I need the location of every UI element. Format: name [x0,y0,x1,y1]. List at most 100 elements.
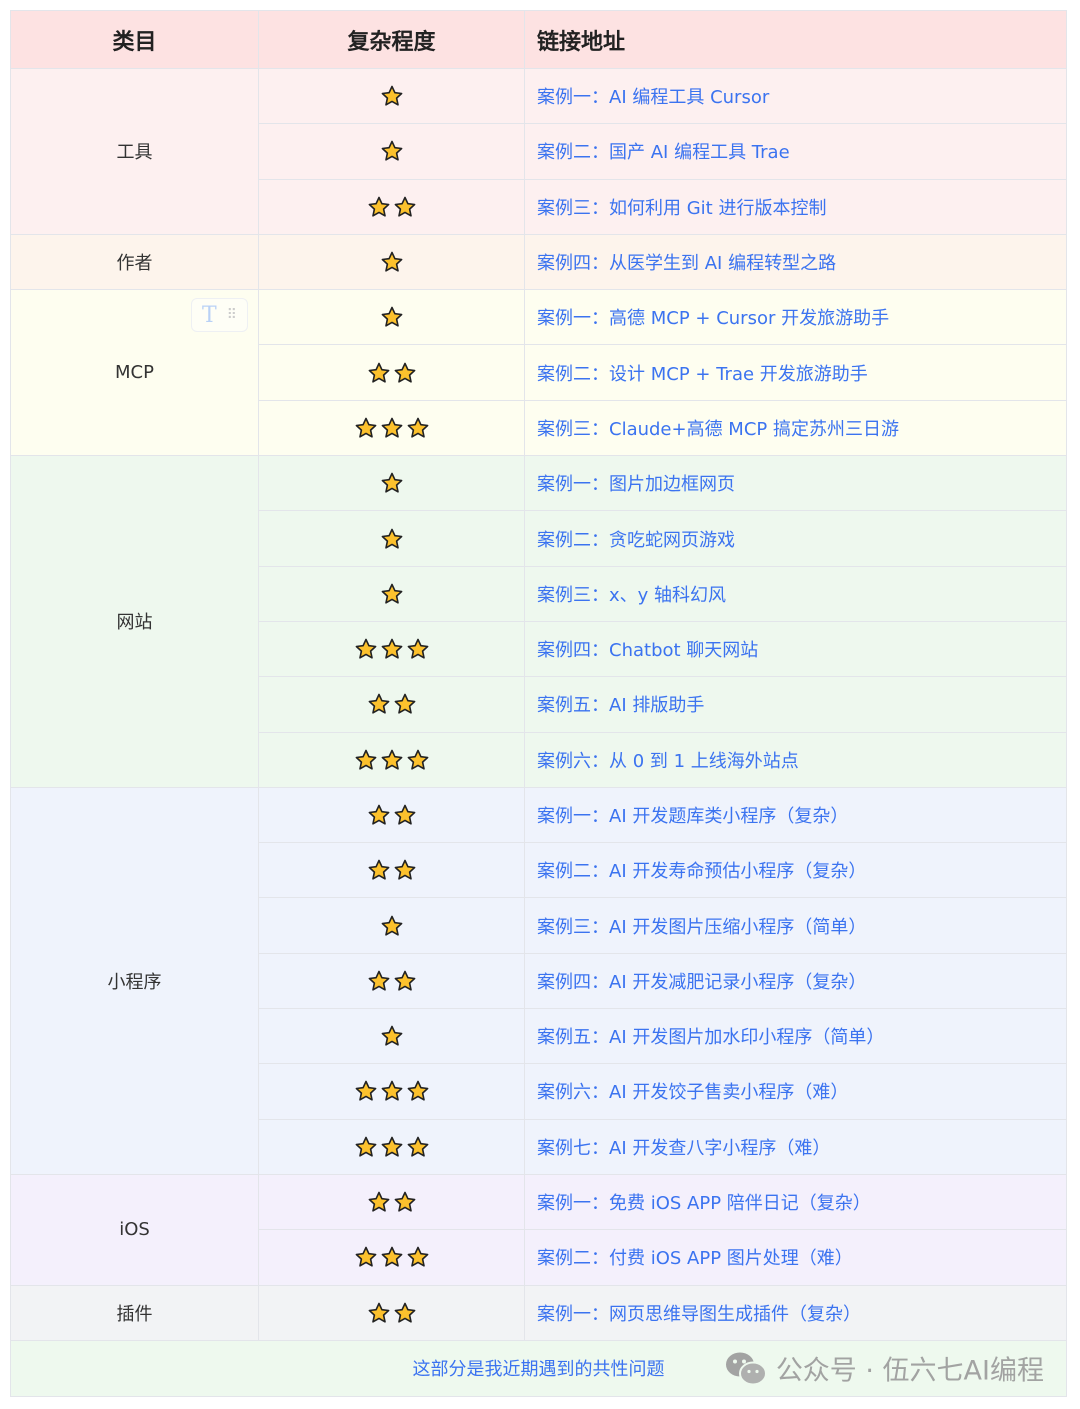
complexity-cell [258,510,525,567]
complexity-cell [258,289,525,346]
table-row: 网站 案例一：图片加边框网页 [10,455,1067,788]
case-link[interactable]: 案例一：网页思维导图生成插件（复杂） [524,1284,1067,1341]
category-label: 插件 [116,1303,153,1325]
drag-handle-icon[interactable]: ⠿ [226,307,237,324]
complexity-cell [258,731,525,788]
star-icon [380,1024,404,1048]
case-link[interactable]: 案例二：付费 iOS APP 图片处理（难） [524,1229,1067,1286]
star-icon [380,84,404,108]
case-link[interactable]: 案例一：图片加边框网页 [524,455,1067,512]
star-icon [406,1135,430,1159]
star-icon [380,1245,404,1269]
footer-link[interactable]: 这部分是我近期遇到的共性问题 [412,1359,665,1381]
star-icon [380,914,404,938]
case-link[interactable]: 案例三：AI 开发图片压缩小程序（简单） [524,897,1067,954]
star-icon [393,1190,417,1214]
star-icon [380,1135,404,1159]
star-icon [393,361,417,385]
case-link[interactable]: 案例一：免费 iOS APP 陪伴日记（复杂） [524,1173,1067,1231]
case-link[interactable]: 案例四：Chatbot 聊天网站 [524,620,1067,678]
case-link[interactable]: 案例五：AI 开发图片加水印小程序（简单） [524,1008,1067,1065]
star-icon [354,1135,378,1159]
star-icon [367,361,391,385]
case-link[interactable]: 案例三：Claude+高德 MCP 搞定苏州三日游 [524,399,1067,457]
star-icon [367,692,391,716]
category-cell: 小程序 [10,786,259,1175]
star-icon [354,1245,378,1269]
star-icon [367,1190,391,1214]
header-complexity: 复杂程度 [258,10,525,69]
case-link[interactable]: 案例一：AI 编程工具 Cursor [524,67,1067,125]
star-icon [393,692,417,716]
category-label: 作者 [116,253,153,275]
case-link[interactable]: 案例二：设计 MCP + Trae 开发旅游助手 [524,344,1067,401]
case-link[interactable]: 案例七：AI 开发查八字小程序（难） [524,1118,1067,1175]
star-icon [406,1245,430,1269]
complexity-cell [258,399,525,457]
star-icon [380,1079,404,1103]
star-icon [380,582,404,606]
star-icon [380,471,404,495]
complexity-cell [258,67,525,125]
star-icon [380,748,404,772]
case-link[interactable]: 案例二：AI 开发寿命预估小程序（复杂） [524,842,1067,899]
complexity-cell [258,1118,525,1175]
star-icon [393,195,417,219]
complexity-cell [258,676,525,733]
complexity-cell [258,786,525,844]
star-icon [393,1301,417,1325]
table-row: iOS 案例一：免费 iOS APP 陪伴日记（复杂） [10,1173,1067,1286]
header-category: 类目 [10,10,259,69]
star-icon [367,195,391,219]
star-icon [367,969,391,993]
case-link[interactable]: 案例一：高德 MCP + Cursor 开发旅游助手 [524,289,1067,346]
complexity-cell [258,565,525,622]
case-link[interactable]: 案例六：从 0 到 1 上线海外站点 [524,731,1067,788]
complexity-cell [258,344,525,401]
star-icon [393,969,417,993]
header-link: 链接地址 [524,10,1067,69]
case-link[interactable]: 案例三：如何利用 Git 进行版本控制 [524,178,1067,235]
table-header-row: 类目 复杂程度 链接地址 [10,10,1067,69]
star-icon [354,748,378,772]
watermark-text: 公众号 · 伍六七AI编程 [775,1355,1044,1387]
case-link[interactable]: 案例三：x、y 轴科幻风 [524,565,1067,622]
complexity-cell [258,455,525,512]
case-link[interactable]: 案例四：AI 开发减肥记录小程序（复杂） [524,952,1067,1010]
complexity-cell [258,178,525,235]
category-cell: 工具 [10,68,259,235]
table-row: 作者 案例四：从医学生到 AI 编程转型之路 [10,233,1067,291]
footer-cell: 这部分是我近期遇到的共性问题 公众号 · 伍六七AI编程 [10,1339,1067,1397]
case-link[interactable]: 案例五：AI 排版助手 [524,676,1067,733]
complexity-cell [258,952,525,1010]
category-cell: 网站 [10,455,259,788]
star-icon [406,1079,430,1103]
category-cell: iOS [10,1173,259,1286]
star-icon [380,250,404,274]
star-icon [354,416,378,440]
case-link[interactable]: 案例二：贪吃蛇网页游戏 [524,510,1067,567]
star-icon [406,748,430,772]
text-format-button[interactable]: T ⠿ [191,298,248,333]
case-link[interactable]: 案例一：AI 开发题库类小程序（复杂） [524,786,1067,844]
star-icon [380,305,404,329]
category-label: 网站 [116,612,153,634]
star-icon [367,803,391,827]
wechat-icon [725,1352,767,1386]
case-link[interactable]: 案例四：从医学生到 AI 编程转型之路 [524,233,1067,291]
star-icon [380,637,404,661]
case-link[interactable]: 案例二：国产 AI 编程工具 Trae [524,123,1067,180]
complexity-cell [258,1173,525,1231]
category-label: 工具 [116,142,153,164]
complexity-cell [258,620,525,678]
cases-table: 类目 复杂程度 链接地址 工具 案例一：AI 编程工具 Cursor 案例二：国产 … [10,10,1067,1397]
complexity-cell [258,842,525,899]
case-link[interactable]: 案例六：AI 开发饺子售卖小程序（难） [524,1063,1067,1120]
category-label: MCP [115,362,154,384]
star-icon [367,858,391,882]
category-cell: MCP T ⠿ [10,289,259,457]
star-icon [406,637,430,661]
complexity-cell [258,233,525,291]
table-row: 工具 案例一：AI 编程工具 Cursor [10,67,1067,235]
category-label: iOS [119,1219,150,1241]
